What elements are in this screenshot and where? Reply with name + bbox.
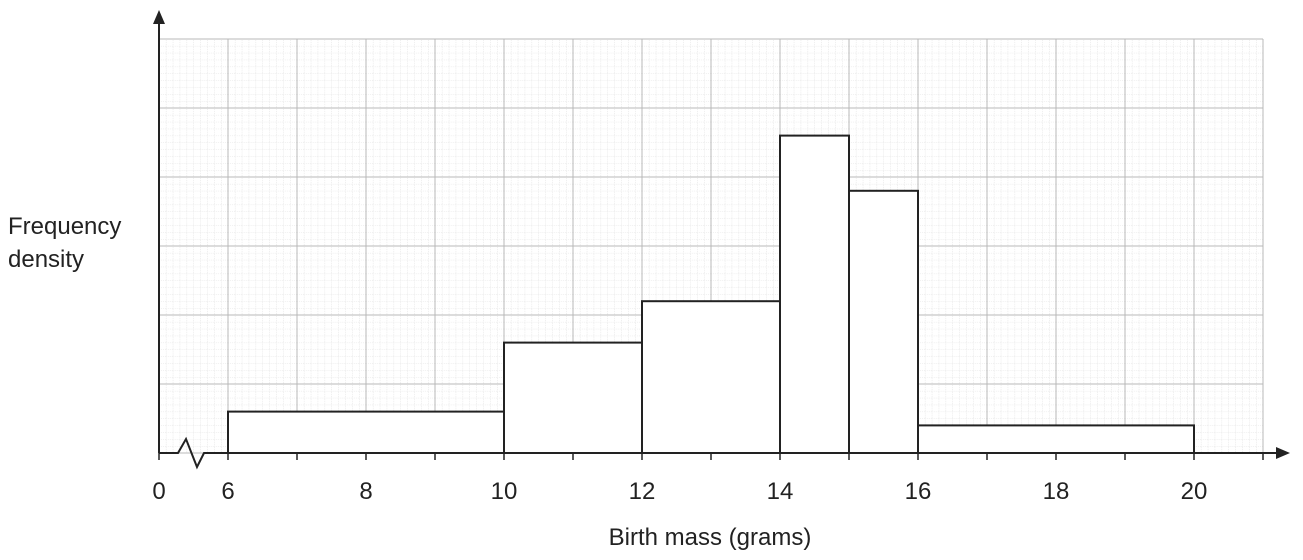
histogram-bar <box>641 300 781 455</box>
y-axis-label-line-2: density <box>8 246 85 273</box>
x-tick-label: 0 <box>152 478 165 505</box>
x-tick-label: 20 <box>1181 478 1208 505</box>
x-tick-label: 14 <box>767 478 794 505</box>
x-tick-label: 12 <box>629 478 656 505</box>
histogram-bar <box>917 424 1195 454</box>
histogram-bar <box>848 189 919 455</box>
bars <box>227 134 1195 455</box>
histogram-bar <box>227 410 505 455</box>
histogram-bar <box>779 134 850 454</box>
axes <box>153 10 1290 470</box>
y-axis-arrow <box>153 10 165 24</box>
x-axis-arrow <box>1276 447 1290 459</box>
x-tick-label: 18 <box>1043 478 1070 505</box>
x-tick-label: 8 <box>359 478 372 505</box>
x-tick-label: 16 <box>905 478 932 505</box>
x-tick-label: 6 <box>221 478 234 505</box>
histogram-bar <box>503 341 643 455</box>
y-axis-label-line-1: Frequency <box>8 213 122 240</box>
tick-labels: 0 6 8 10 12 14 16 18 20 <box>152 478 1207 505</box>
x-axis-line-with-break <box>159 436 1276 470</box>
x-axis-label: Birth mass (grams) <box>609 524 812 551</box>
x-tick-label: 10 <box>491 478 518 505</box>
